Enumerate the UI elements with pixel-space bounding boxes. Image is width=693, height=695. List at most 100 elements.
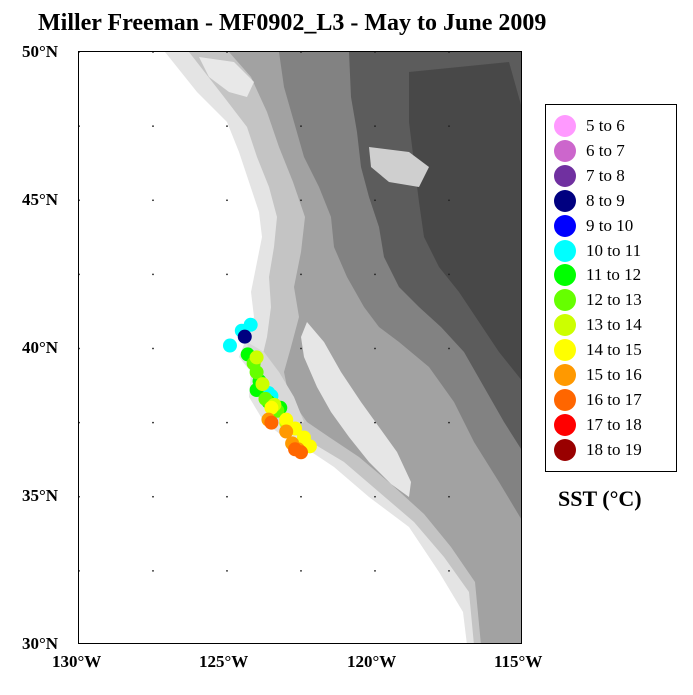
grid-dot	[448, 125, 450, 128]
legend-label: 16 to 17	[586, 389, 642, 409]
grid-dot	[226, 495, 228, 498]
grid-dot	[226, 52, 228, 53]
legend-label: 11 to 12	[586, 265, 642, 285]
legend-swatch	[554, 115, 576, 137]
grid-dot	[152, 569, 154, 572]
legend-item: 11 to 12	[554, 264, 642, 287]
grid-dot	[300, 52, 302, 53]
lon-label-130: 130°W	[52, 652, 102, 671]
grid-dot	[374, 125, 376, 128]
map-frame	[78, 51, 522, 644]
coastal-range-light	[247, 342, 304, 432]
grid-dot	[300, 421, 302, 424]
sst-point	[279, 412, 294, 427]
sst-point	[249, 350, 264, 365]
legend-item: 13 to 14	[554, 314, 642, 337]
legend-title: SST (°C)	[558, 486, 642, 511]
grid-dot	[300, 125, 302, 128]
grid-dot	[152, 52, 154, 53]
lat-label-40: 40°N	[22, 338, 59, 357]
grid-dot	[79, 125, 80, 128]
lon-label-115: 115°W	[494, 652, 543, 671]
lon-label-125: 125°W	[199, 652, 249, 671]
grid-dot	[448, 569, 450, 572]
lat-label-35: 35°N	[22, 486, 59, 505]
legend-label: 6 to 7	[586, 140, 625, 160]
grid-dot	[448, 52, 450, 53]
grid-dot	[374, 421, 376, 424]
legend-item: 9 to 10	[554, 214, 634, 237]
legend-label: 12 to 13	[586, 290, 642, 310]
grid-dot	[79, 273, 80, 276]
legend-item: 8 to 9	[554, 189, 625, 212]
legend-item: 18 to 19	[554, 438, 642, 461]
grid-dot	[374, 199, 376, 202]
chart-title: Miller Freeman - MF0902_L3 - May to June…	[38, 10, 547, 36]
grid-dot	[300, 495, 302, 498]
legend-label: 18 to 19	[586, 439, 642, 459]
legend-swatch	[554, 214, 576, 237]
grid-dot	[448, 273, 450, 276]
sst-point	[222, 338, 237, 353]
sst-point	[237, 329, 252, 344]
grid-dot	[226, 421, 228, 424]
central-valley	[301, 322, 411, 497]
grid-dot	[226, 569, 228, 572]
grid-dot	[300, 273, 302, 276]
legend-swatch	[554, 413, 576, 436]
land-relief	[165, 52, 521, 643]
legend-label: 7 to 8	[586, 165, 625, 185]
legend-label: 14 to 15	[586, 340, 642, 360]
grid-dot	[374, 273, 376, 276]
grid-dot	[152, 273, 154, 276]
legend-item: 16 to 17	[554, 388, 642, 411]
legend-swatch	[554, 388, 576, 411]
legend-swatch	[554, 264, 576, 287]
grid-dot	[448, 421, 450, 424]
legend-label: 9 to 10	[586, 215, 634, 235]
legend-label: 5 to 6	[586, 116, 625, 135]
grid-dot	[226, 273, 228, 276]
legend-swatch	[554, 438, 576, 461]
grid-dot	[226, 199, 228, 202]
lon-label-120: 120°W	[347, 652, 397, 671]
legend-label: 15 to 16	[586, 365, 642, 384]
legend-item: 15 to 16	[554, 364, 642, 386]
grid-dot	[300, 569, 302, 572]
grid-dot	[79, 421, 80, 424]
legend-swatch	[554, 314, 576, 337]
grid-dot	[152, 199, 154, 202]
sst-points	[222, 317, 317, 460]
sst-point	[279, 424, 294, 439]
grid-dot	[79, 495, 80, 498]
lat-label-30: 30°N	[22, 634, 59, 653]
northern-range-light	[199, 57, 254, 97]
legend-swatch	[554, 164, 576, 187]
grid-dot	[374, 569, 376, 572]
legend-item: 10 to 11	[554, 239, 641, 262]
legend-swatch	[554, 189, 576, 212]
legend-swatch	[554, 289, 576, 312]
legend-item: 14 to 15	[554, 339, 642, 362]
land-layer-6	[409, 62, 521, 380]
grid-dot	[79, 52, 80, 53]
lat-label-50: 50°N	[22, 42, 59, 61]
legend-item: 7 to 8	[554, 164, 625, 187]
grid-dot	[300, 199, 302, 202]
grid-dot	[79, 569, 80, 572]
legend-item: 5 to 6	[554, 115, 625, 137]
grid-dot	[374, 52, 376, 53]
legend-label: 17 to 18	[586, 414, 642, 434]
legend-swatch	[554, 239, 576, 262]
columbia-plateau-light	[369, 147, 429, 187]
grid-dot	[448, 199, 450, 202]
legend-swatch	[554, 139, 576, 162]
legend-item: 17 to 18	[554, 413, 642, 436]
legend-swatch	[554, 339, 576, 362]
lat-label-45: 45°N	[22, 190, 59, 209]
grid-dot	[152, 495, 154, 498]
legend-item: 6 to 7	[554, 139, 625, 162]
legend-swatch	[554, 364, 576, 386]
sst-point	[264, 415, 279, 430]
grid-dot	[79, 347, 80, 350]
